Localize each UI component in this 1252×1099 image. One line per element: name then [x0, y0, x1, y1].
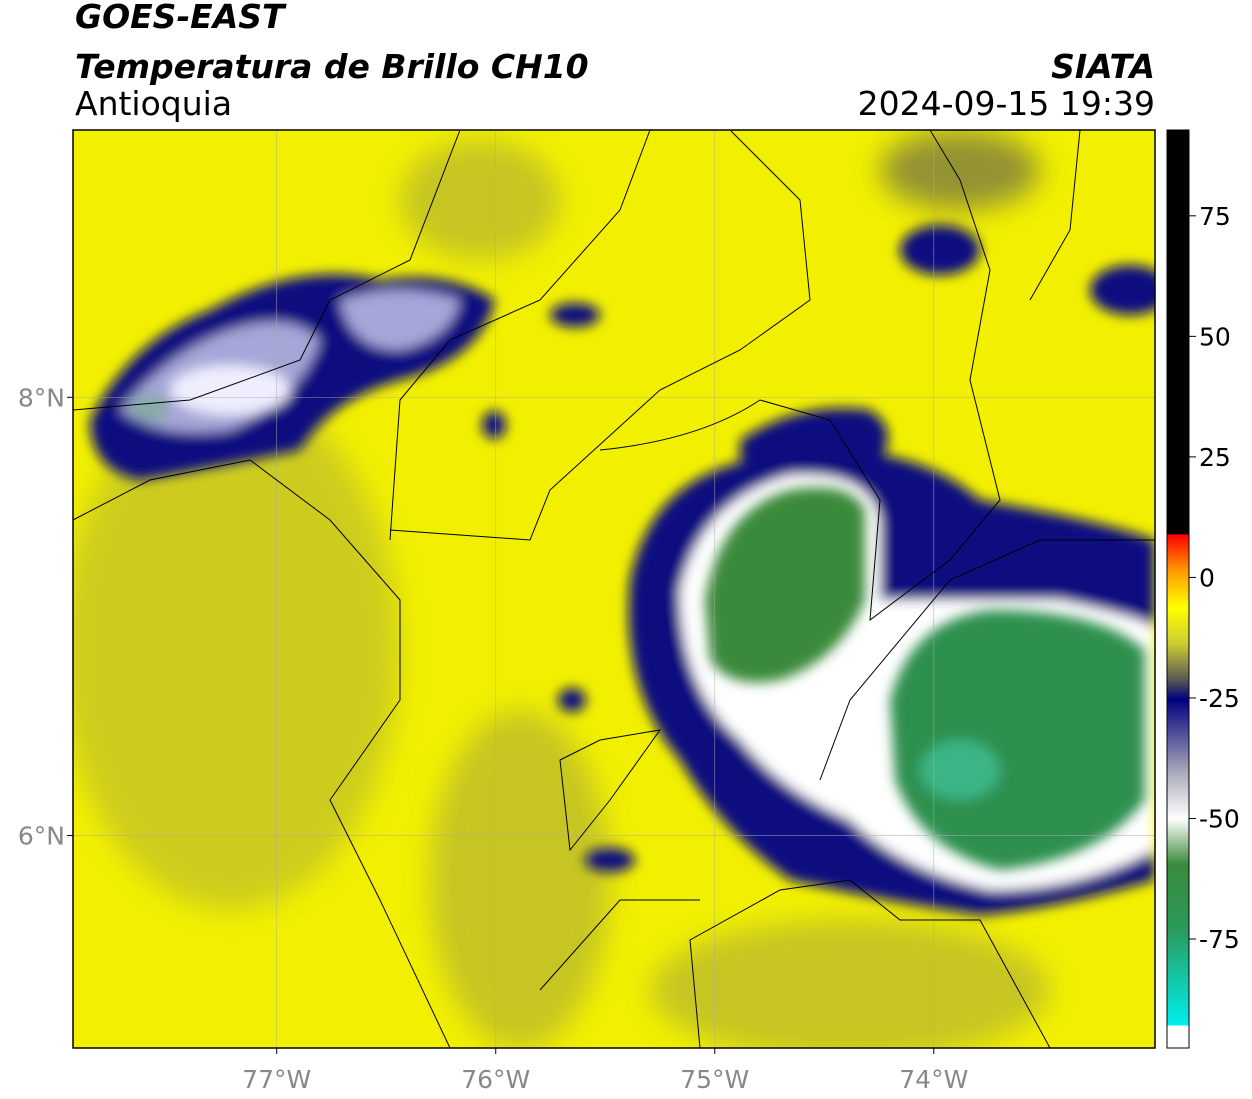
y-tick-label: 8°N	[18, 383, 65, 412]
datetime: 2024-09-15 19:39	[858, 84, 1155, 123]
map-frame	[72, 129, 1156, 1049]
colorbar	[1166, 129, 1190, 1049]
colorbar-label: -25	[1199, 684, 1240, 713]
y-tick-label: 6°N	[18, 821, 65, 850]
colorbar-label: 75	[1199, 202, 1231, 231]
x-tick-label: 76°W	[461, 1065, 530, 1094]
imagery	[73, 130, 1155, 1048]
colorbar-label: -50	[1199, 805, 1240, 834]
x-tick-label: 74°W	[899, 1065, 968, 1094]
colorbar-label: 50	[1199, 322, 1231, 351]
subtitle: Temperatura de Brillo CH10	[75, 47, 589, 86]
source: SIATA	[1051, 47, 1155, 86]
x-tick-label: 75°W	[680, 1065, 749, 1094]
x-tick-label: 77°W	[242, 1065, 311, 1094]
colorbar-label: -75	[1199, 925, 1240, 954]
colorbar-label: 25	[1199, 443, 1231, 472]
borders	[73, 130, 1155, 1048]
region: Antioquia	[75, 84, 232, 123]
colorbar-label: 0	[1199, 563, 1215, 592]
title: GOES-EAST	[75, 0, 287, 36]
